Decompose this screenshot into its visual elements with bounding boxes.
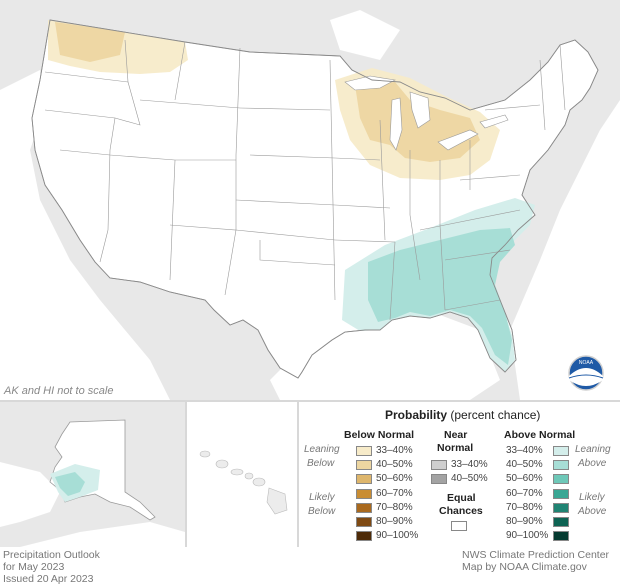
- conus-map: [0, 0, 620, 400]
- above-normal-bin-label: 40–50%: [506, 459, 543, 471]
- below-normal-bin-label: 33–40%: [376, 445, 413, 456]
- above-normal-bin-swatch: [553, 460, 569, 471]
- below-normal-pnw-core: [55, 22, 125, 62]
- above-normal-bin-label: 70–80%: [506, 501, 543, 513]
- below-normal-bin-label: 50–60%: [376, 473, 413, 485]
- legend-title-suffix: (percent chance): [450, 408, 541, 422]
- footer-map-credit: Map by NOAA Climate.gov: [462, 561, 587, 573]
- alaska-inset: [0, 402, 185, 547]
- below-normal-bin-label: 40–50%: [376, 459, 413, 471]
- above-normal-bin-label: 33–40%: [506, 445, 543, 456]
- near-normal-bin-swatch: [431, 474, 447, 485]
- footer-title: Precipitation Outlook: [3, 549, 100, 561]
- equal-chances-label-1: Equal: [447, 492, 476, 504]
- near-normal-bin-label: 40–50%: [451, 473, 488, 485]
- divider-alaska: [185, 402, 187, 547]
- footer-left: Precipitation Outlook for May 2023 Issue…: [3, 549, 100, 585]
- above-normal-bin-swatch: [553, 488, 569, 499]
- footer-credit: NWS Climate Prediction Center: [462, 549, 610, 561]
- below-normal-header: Below Normal: [344, 429, 415, 441]
- lake-michigan: [389, 97, 403, 151]
- state-borders: [44, 39, 566, 321]
- likely-below-label-1: Likely: [309, 492, 335, 503]
- below-normal-bin-label: 60–70%: [376, 487, 413, 499]
- equal-chances-label-2: Chances: [439, 505, 483, 517]
- likely-below-label-2: Below: [308, 506, 336, 517]
- leaning-below-label-2: Below: [307, 458, 335, 469]
- footer-right: NWS Climate Prediction Center Map by NOA…: [462, 549, 609, 573]
- footer-period: for May 2023: [3, 561, 65, 573]
- below-normal-bin-swatch: [356, 502, 372, 513]
- leaning-above-label-2: Above: [578, 458, 607, 469]
- above-normal-bin-label: 90–100%: [506, 530, 549, 542]
- pacific-ocean: [0, 70, 170, 400]
- atlantic-ocean: [510, 100, 620, 400]
- above-normal-bin-label: 80–90%: [506, 516, 543, 527]
- below-normal-bin-swatch: [356, 531, 372, 542]
- above-normal-bin-swatch: [553, 446, 569, 456]
- below-normal-bin-swatch: [356, 474, 372, 485]
- above-normal-bin-swatch: [553, 531, 569, 542]
- lake-erie: [437, 129, 479, 151]
- likely-above-label-2: Above: [578, 506, 607, 517]
- legend-title: Probability: [385, 408, 448, 422]
- divider-hawaii: [297, 402, 299, 547]
- above-normal-bin-swatch: [553, 502, 569, 513]
- footer-issued: Issued 20 Apr 2023: [3, 573, 94, 585]
- above-normal-bin-swatch: [553, 517, 569, 527]
- leaning-above-label-1: Leaning: [575, 444, 611, 455]
- noaa-logo-text: NOAA: [578, 360, 594, 366]
- not-to-scale-note: AK and HI not to scale: [4, 385, 114, 397]
- below-normal-bin-label: 70–80%: [376, 501, 413, 513]
- near-normal-header-2: Normal: [437, 442, 474, 454]
- conus-outline: [31, 19, 599, 379]
- hawaii-inset: [187, 402, 297, 547]
- likely-above-label-1: Likely: [579, 492, 605, 503]
- leaning-below-label-1: Leaning: [304, 444, 340, 455]
- legend-title-row: Probability (percent chance): [385, 408, 540, 422]
- above-normal-bin-swatch: [553, 474, 569, 485]
- legend-panel: Probability (percent chance) Below Norma…: [299, 402, 620, 547]
- equal-chances-swatch: [451, 521, 467, 531]
- near-normal-bin-label: 33–40%: [451, 459, 488, 470]
- near-normal-header-1: Near: [444, 429, 468, 441]
- lake-water: [330, 10, 400, 60]
- above-normal-bin-label: 60–70%: [506, 487, 543, 499]
- noaa-logo: [568, 355, 604, 391]
- lake-ontario: [479, 114, 509, 129]
- divider: [0, 400, 620, 402]
- near-normal-bin-swatch: [431, 460, 447, 470]
- below-normal-bin-label: 90–100%: [376, 530, 419, 542]
- below-normal-bin-swatch: [356, 460, 372, 471]
- alaska-above-core: [55, 472, 85, 496]
- lake-huron: [409, 91, 431, 129]
- below-normal-bin-label: 80–90%: [376, 516, 413, 527]
- above-normal-header: Above Normal: [504, 429, 576, 441]
- below-normal-bin-swatch: [356, 446, 372, 456]
- below-normal-bin-swatch: [356, 517, 372, 527]
- above-normal-southeast-core: [368, 228, 515, 365]
- hawaii-islands: [199, 450, 288, 515]
- above-normal-bin-label: 50–60%: [506, 473, 543, 485]
- below-normal-bin-swatch: [356, 488, 372, 499]
